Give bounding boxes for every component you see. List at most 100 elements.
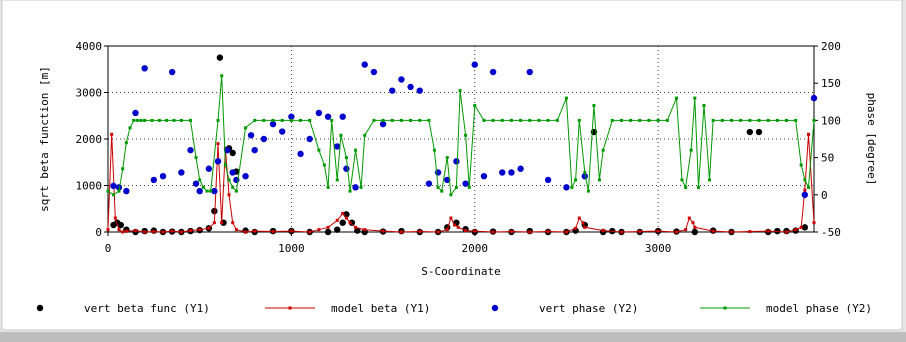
y-left-tick-label: 1000	[76, 180, 103, 193]
series-marker	[766, 229, 770, 233]
series-marker	[128, 126, 132, 130]
series-marker	[244, 230, 248, 234]
series-marker	[577, 118, 581, 122]
series-marker	[445, 228, 449, 232]
series-marker	[546, 230, 550, 234]
series-marker	[381, 229, 385, 233]
series-marker	[172, 118, 176, 122]
data-point	[801, 224, 809, 231]
legend-item-0: vert beta func (Y1)	[36, 302, 210, 315]
data-point	[288, 113, 295, 120]
series-marker	[691, 221, 695, 225]
axes: 0 1000 2000 3000 0 1000 2000 3000 4000 -50 0 50 100 1…	[76, 40, 841, 255]
data-point	[810, 94, 818, 102]
y-right-tick-label: -50	[821, 226, 841, 239]
data-point	[211, 187, 218, 195]
data-point	[389, 87, 396, 94]
series-marker	[409, 118, 413, 122]
series-marker	[363, 133, 367, 137]
series-marker	[610, 118, 614, 122]
data-point	[339, 219, 346, 226]
series-marker	[216, 118, 220, 122]
series-marker	[806, 185, 810, 189]
series-marker	[231, 221, 235, 225]
data-point	[471, 61, 478, 68]
series-marker	[680, 178, 684, 182]
series-marker	[656, 118, 660, 122]
series-marker	[418, 118, 422, 122]
series-marker	[445, 156, 449, 160]
series-marker	[223, 163, 227, 167]
series-marker	[165, 118, 169, 122]
series-marker	[198, 228, 202, 232]
series-marker	[601, 148, 605, 152]
data-point	[324, 113, 332, 120]
data-point	[352, 184, 359, 191]
data-point	[324, 228, 332, 236]
legend-label: vert phase (Y2)	[539, 302, 638, 315]
data-point	[211, 207, 218, 215]
series-marker	[220, 221, 224, 225]
legend: vert beta func (Y1) model beta (Y1) vert p…	[36, 302, 872, 315]
series-marker	[656, 229, 660, 233]
series-marker	[440, 189, 444, 193]
series-marker	[205, 189, 209, 193]
legend-item-1: model beta (Y1)	[265, 302, 430, 315]
series-marker	[179, 118, 183, 122]
data-point	[279, 128, 286, 135]
series-marker	[574, 178, 578, 182]
series-marker	[339, 133, 343, 137]
series-marker	[707, 178, 711, 182]
series-marker	[601, 229, 605, 233]
series-marker	[702, 104, 706, 108]
series-marker	[491, 230, 495, 234]
data-point	[260, 135, 268, 143]
series-marker	[806, 132, 810, 136]
series-marker	[464, 229, 468, 233]
series-marker	[546, 118, 550, 122]
series-marker	[592, 104, 596, 108]
series-marker	[330, 118, 334, 122]
series-marker	[638, 118, 642, 122]
series-marker	[799, 225, 803, 229]
data-point	[434, 169, 442, 176]
data-point	[691, 228, 699, 236]
data-point	[499, 169, 506, 176]
series-marker	[581, 221, 585, 225]
series-marker	[121, 230, 125, 234]
series-marker	[121, 167, 125, 171]
legend-swatch-marker	[723, 306, 727, 310]
series-marker	[482, 118, 486, 122]
series-marker	[399, 230, 403, 234]
series-marker	[271, 118, 275, 122]
series-marker	[794, 118, 798, 122]
series-marker	[720, 118, 724, 122]
data-point	[132, 109, 139, 117]
series-marker	[289, 229, 293, 233]
series-marker	[152, 230, 156, 234]
series-marker	[500, 118, 504, 122]
series-marker	[464, 133, 468, 137]
series-marker	[665, 118, 669, 122]
series-marker	[110, 132, 114, 136]
bottom-bar	[0, 332, 906, 342]
data-point	[453, 158, 460, 165]
series-marker	[253, 118, 257, 122]
series-marker	[399, 118, 403, 122]
series-marker	[161, 230, 165, 234]
series-marker	[143, 118, 147, 122]
series-marker	[253, 229, 257, 233]
y-right-axis-label: phase [degree]	[865, 93, 878, 186]
series-marker	[231, 185, 235, 189]
legend-label: vert beta func (Y1)	[84, 302, 210, 315]
series-marker	[335, 178, 339, 182]
series-marker	[189, 229, 193, 233]
series-marker	[289, 118, 293, 122]
data-point	[223, 146, 231, 154]
series-marker	[564, 230, 568, 234]
data-point	[480, 173, 488, 180]
data-point	[517, 165, 524, 172]
series-marker	[803, 178, 807, 182]
series-marker	[113, 216, 117, 220]
series-marker	[124, 229, 128, 233]
